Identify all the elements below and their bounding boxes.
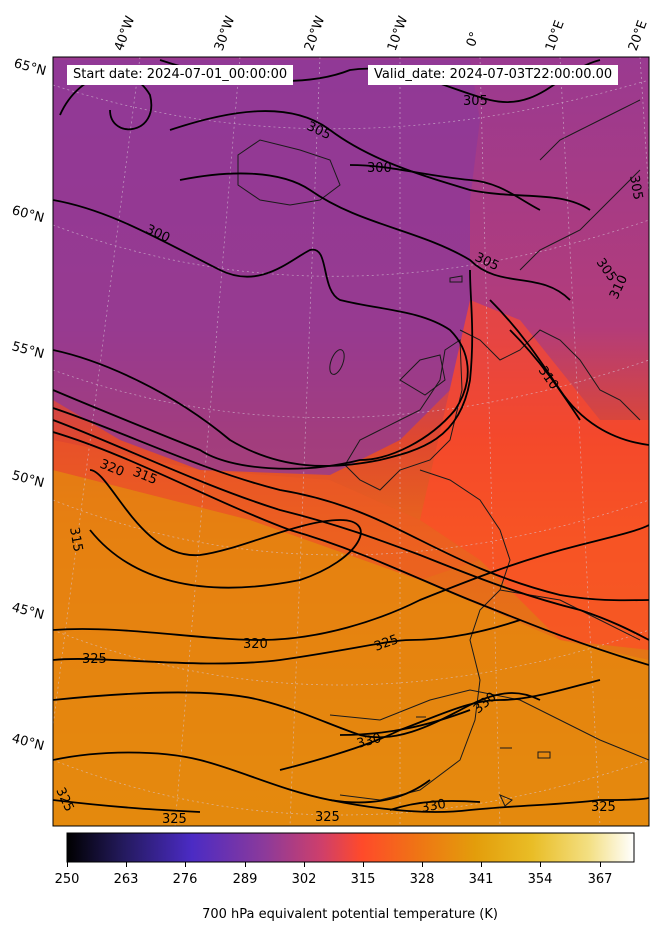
contour-label: 325 [315,810,340,825]
contour-label: 315 [66,526,85,553]
colorbar-tick [481,862,482,867]
start-date-label: Start date: 2024-07-01_00:00:00 [67,65,294,85]
colorbar-tick-label: 354 [527,872,553,887]
map-field: 305 305 300 305 300 305 305 305 310 310 … [53,44,649,827]
contour-label: 325 [591,800,616,815]
colorbar-tick [422,862,423,867]
colorbar-tick-label: 263 [113,872,139,887]
colorbar-tick [67,862,68,867]
contour-label: 305 [463,94,488,109]
colorbar-tick-label: 315 [350,872,376,887]
colorbar-tick [600,862,601,867]
colorbar-tick [540,862,541,867]
valid-date-label: Valid_date: 2024-07-03T22:00:00.00 [368,65,619,85]
colorbar-tick [126,862,127,867]
contour-label: 320 [243,637,268,652]
colorbar-tick-label: 328 [409,872,435,887]
colorbar-tick [363,862,364,867]
colorbar-tick-label: 341 [468,872,494,887]
colorbar-tick [304,862,305,867]
colorbar-tick-label: 289 [232,872,258,887]
contour-label: 325 [162,812,187,827]
contour-label: 330 [420,797,447,816]
contour-label: 305 [298,44,323,59]
colorbar [66,832,635,863]
colorbar-tick [245,862,246,867]
contour-label: 305 [626,174,645,201]
colorbar-title: 700 hPa equivalent potential temperature… [202,907,498,922]
colorbar-tick-label: 367 [587,872,613,887]
colorbar-tick-label: 276 [172,872,198,887]
colorbar-tick-label: 302 [291,872,317,887]
colorbar-tick [185,862,186,867]
colorbar-tick-label: 250 [54,872,80,887]
contour-label: 300 [367,161,392,176]
contour-label: 325 [82,652,107,667]
contour-label: 330 [355,731,383,752]
